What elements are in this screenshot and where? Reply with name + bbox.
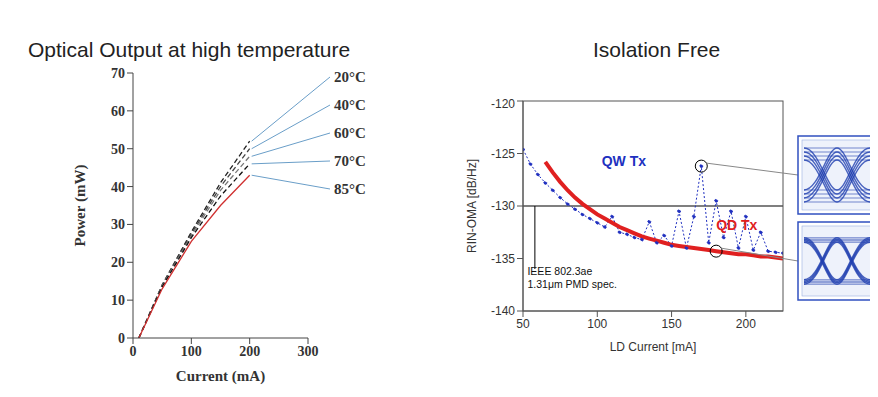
svg-text:30: 30 (111, 217, 125, 232)
svg-text:Current (mA): Current (mA) (176, 368, 265, 385)
html-text:Isolation Free: Isolation Free (593, 38, 721, 61)
svg-text:150: 150 (662, 317, 682, 331)
svg-text:200: 200 (736, 317, 756, 331)
svg-text:-125: -125 (491, 147, 515, 161)
svg-text:0: 0 (118, 331, 125, 346)
svg-text:300: 300 (298, 344, 319, 359)
svg-text:-120: -120 (491, 97, 515, 111)
svg-text:60: 60 (111, 104, 125, 119)
svg-text:QW Tx: QW Tx (602, 153, 647, 169)
svg-text:40: 40 (111, 180, 125, 195)
svg-text:0: 0 (130, 344, 137, 359)
svg-text:70°C: 70°C (334, 153, 366, 169)
svg-text:60°C: 60°C (334, 125, 366, 141)
svg-text:1.31μm PMD spec.: 1.31μm PMD spec. (527, 278, 617, 290)
svg-text:20: 20 (111, 255, 125, 270)
svg-text:-130: -130 (491, 199, 515, 213)
html-text:Optical Output at high tempera: Optical Output at high temperature (28, 38, 351, 61)
svg-text:Power (mW): Power (mW) (72, 165, 89, 247)
svg-text:LD Current [mA]: LD Current [mA] (610, 340, 697, 354)
svg-text:RIN-OMA [dB/Hz]: RIN-OMA [dB/Hz] (465, 159, 479, 253)
svg-text:-140: -140 (491, 304, 515, 318)
svg-text:40°C: 40°C (334, 97, 366, 113)
svg-text:85°C: 85°C (334, 181, 366, 197)
svg-text:-135: -135 (491, 252, 515, 266)
svg-text:100: 100 (181, 344, 202, 359)
svg-text:50: 50 (111, 142, 125, 157)
svg-text:50: 50 (516, 317, 530, 331)
svg-text:IEEE 802.3ae: IEEE 802.3ae (527, 265, 592, 277)
svg-text:QD Tx: QD Tx (716, 217, 757, 233)
svg-text:20°C: 20°C (334, 69, 366, 85)
svg-text:100: 100 (587, 317, 607, 331)
svg-text:70: 70 (111, 66, 125, 81)
svg-text:10: 10 (111, 293, 125, 308)
svg-text:200: 200 (239, 344, 260, 359)
